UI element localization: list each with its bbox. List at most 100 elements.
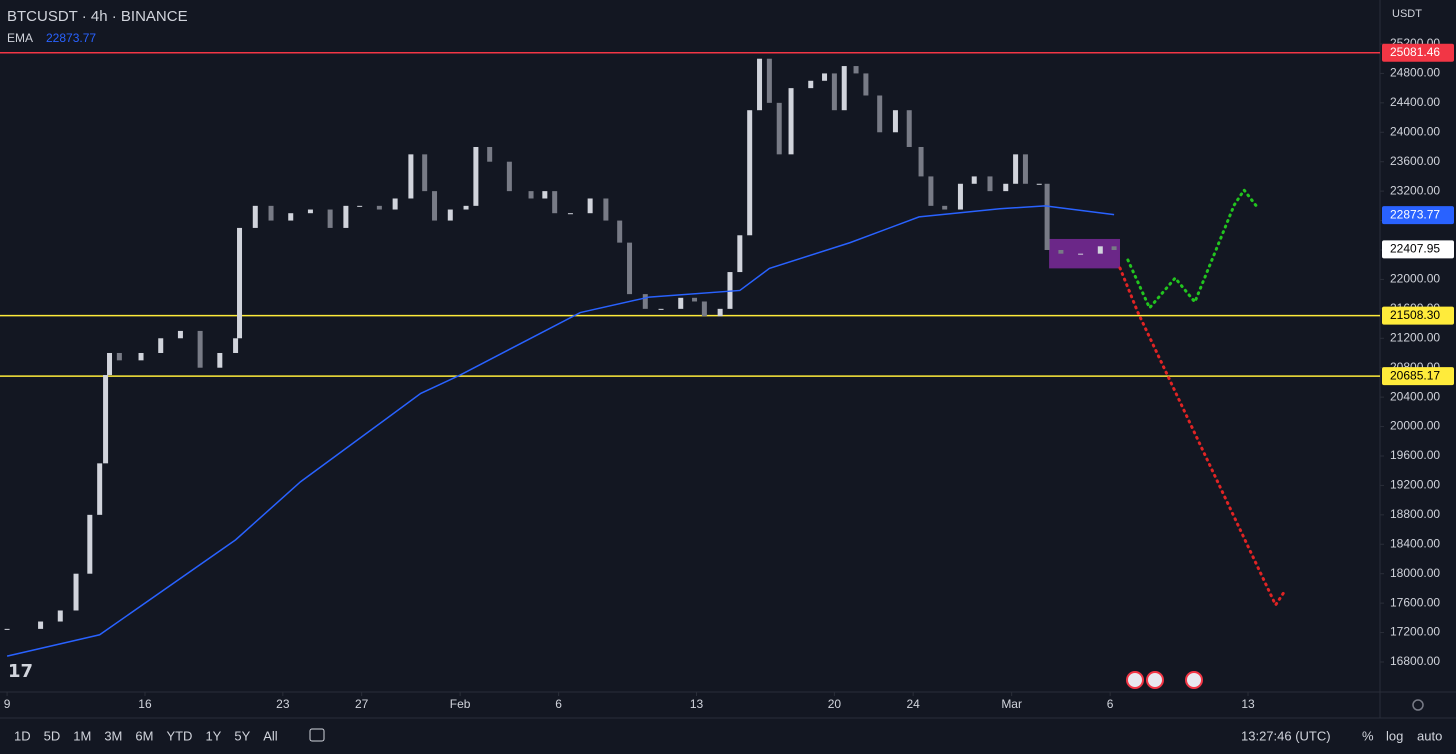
candle [1036, 183, 1042, 185]
x-tick-label: 27 [355, 697, 369, 711]
event-icon[interactable] [1146, 671, 1164, 689]
y-tick-label: 24000.00 [1390, 124, 1440, 138]
date-range-icon[interactable] [309, 728, 325, 742]
candle [4, 628, 10, 630]
candle [928, 176, 934, 206]
candle [971, 176, 977, 184]
range-button[interactable]: All [263, 728, 278, 743]
candle [942, 205, 948, 210]
candle [1111, 246, 1117, 250]
currency-selector[interactable]: USDT [1392, 8, 1422, 20]
y-tick-label: 18800.00 [1390, 507, 1440, 521]
candle [103, 375, 109, 464]
indicator-name: EMA [7, 31, 33, 45]
candle [473, 146, 479, 206]
range-button[interactable]: 5D [44, 728, 61, 743]
candle [757, 58, 763, 111]
level-tag [1382, 306, 1454, 325]
y-tick-label: 20000.00 [1390, 419, 1440, 433]
y-tick-label: 22000.00 [1390, 272, 1440, 286]
candle [432, 191, 438, 221]
candle [252, 205, 258, 228]
candle [822, 73, 828, 81]
y-tick-label: 23200.00 [1390, 183, 1440, 197]
settings-icon[interactable] [1412, 699, 1424, 711]
candle [957, 183, 963, 210]
candle [808, 80, 814, 89]
price-tag-label: 22873.77 [1390, 207, 1440, 221]
y-tick-label: 20400.00 [1390, 389, 1440, 403]
projection-path [1118, 266, 1287, 609]
price-tag [1382, 206, 1454, 225]
y-tick-label: 18400.00 [1390, 536, 1440, 550]
log-toggle[interactable]: log [1386, 728, 1403, 743]
candle [627, 242, 633, 295]
y-tick-label: 21200.00 [1390, 330, 1440, 344]
candle [87, 514, 93, 574]
candle [237, 227, 243, 339]
x-tick-label: 20 [828, 697, 842, 711]
candle [73, 573, 79, 611]
level-tag-label: 20685.17 [1390, 368, 1440, 382]
range-button[interactable]: 3M [104, 728, 122, 743]
range-button[interactable]: 5Y [234, 728, 250, 743]
candle [357, 205, 363, 207]
range-button[interactable]: YTD [166, 728, 192, 743]
candle [197, 330, 203, 368]
candle [853, 66, 859, 74]
candle [906, 110, 912, 147]
y-tick-label: 18000.00 [1390, 566, 1440, 580]
y-tick-label: 17200.00 [1390, 625, 1440, 639]
candle [487, 146, 493, 162]
range-button[interactable]: 1M [73, 728, 91, 743]
candle [343, 205, 349, 228]
percent-toggle[interactable]: % [1362, 728, 1374, 743]
candle [1003, 183, 1009, 192]
range-button[interactable]: 1D [14, 728, 31, 743]
candle [642, 294, 648, 309]
candle [766, 58, 772, 103]
event-icons [1126, 671, 1203, 689]
auto-toggle[interactable]: auto [1417, 728, 1442, 743]
candle [841, 66, 847, 111]
candle [587, 198, 593, 214]
event-icon[interactable] [1185, 671, 1203, 689]
candle [447, 209, 453, 221]
range-button[interactable]: 1Y [205, 728, 221, 743]
x-tick-label: 6 [555, 697, 562, 711]
x-tick-label: 9 [4, 697, 11, 711]
x-tick-label: 13 [1241, 697, 1255, 711]
candle [307, 209, 313, 214]
candle [57, 610, 63, 622]
y-tick-label: 24400.00 [1390, 95, 1440, 109]
symbol-title: BTCUSDT · 4h · BINANCE [7, 8, 188, 25]
candle [422, 154, 428, 192]
level-tag [1382, 367, 1454, 386]
candle [1058, 249, 1064, 254]
x-tick-label: 23 [276, 697, 290, 711]
y-tick-label: 17600.00 [1390, 595, 1440, 609]
candle [658, 308, 664, 310]
candle [107, 352, 113, 376]
candle [603, 198, 609, 221]
candle [506, 161, 512, 192]
y-tick-label: 19200.00 [1390, 478, 1440, 492]
plot [0, 51, 1380, 657]
candle [217, 352, 223, 368]
candle [392, 198, 398, 210]
x-tick-label: 6 [1107, 697, 1114, 711]
candle [408, 154, 414, 199]
candle [918, 146, 924, 177]
ema-line [6, 205, 1115, 657]
x-tick-label: 13 [690, 697, 704, 711]
clock: 13:27:46 (UTC) [1241, 728, 1331, 743]
candle [987, 176, 993, 192]
range-button[interactable]: 6M [135, 728, 153, 743]
x-tick-label: 16 [138, 697, 152, 711]
candle [877, 95, 883, 133]
event-icon[interactable] [1126, 671, 1144, 689]
candle [717, 308, 723, 317]
level-tag [1382, 43, 1454, 62]
